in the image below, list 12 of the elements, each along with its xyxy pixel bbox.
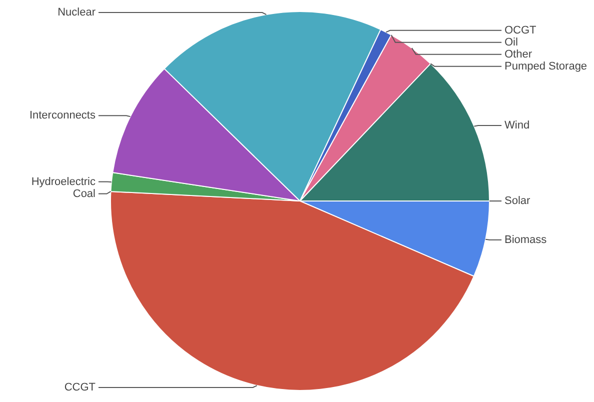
- slice-label: Wind: [504, 120, 530, 132]
- slice-label: Biomass: [504, 234, 548, 246]
- slice-label: Other: [504, 48, 532, 60]
- slice-label: OCGT: [504, 24, 537, 36]
- slice-label: Hydroelectric: [31, 176, 96, 188]
- category-label: Coal: [72, 188, 96, 200]
- slice-label: CCGT: [64, 382, 96, 394]
- slice-label: Nuclear: [58, 6, 96, 19]
- slice-label: Interconnects: [29, 110, 96, 122]
- category-label: Oil: [504, 36, 518, 48]
- legend-label: Solar: [504, 195, 531, 208]
- category-label: Pumped Storage: [504, 60, 588, 72]
